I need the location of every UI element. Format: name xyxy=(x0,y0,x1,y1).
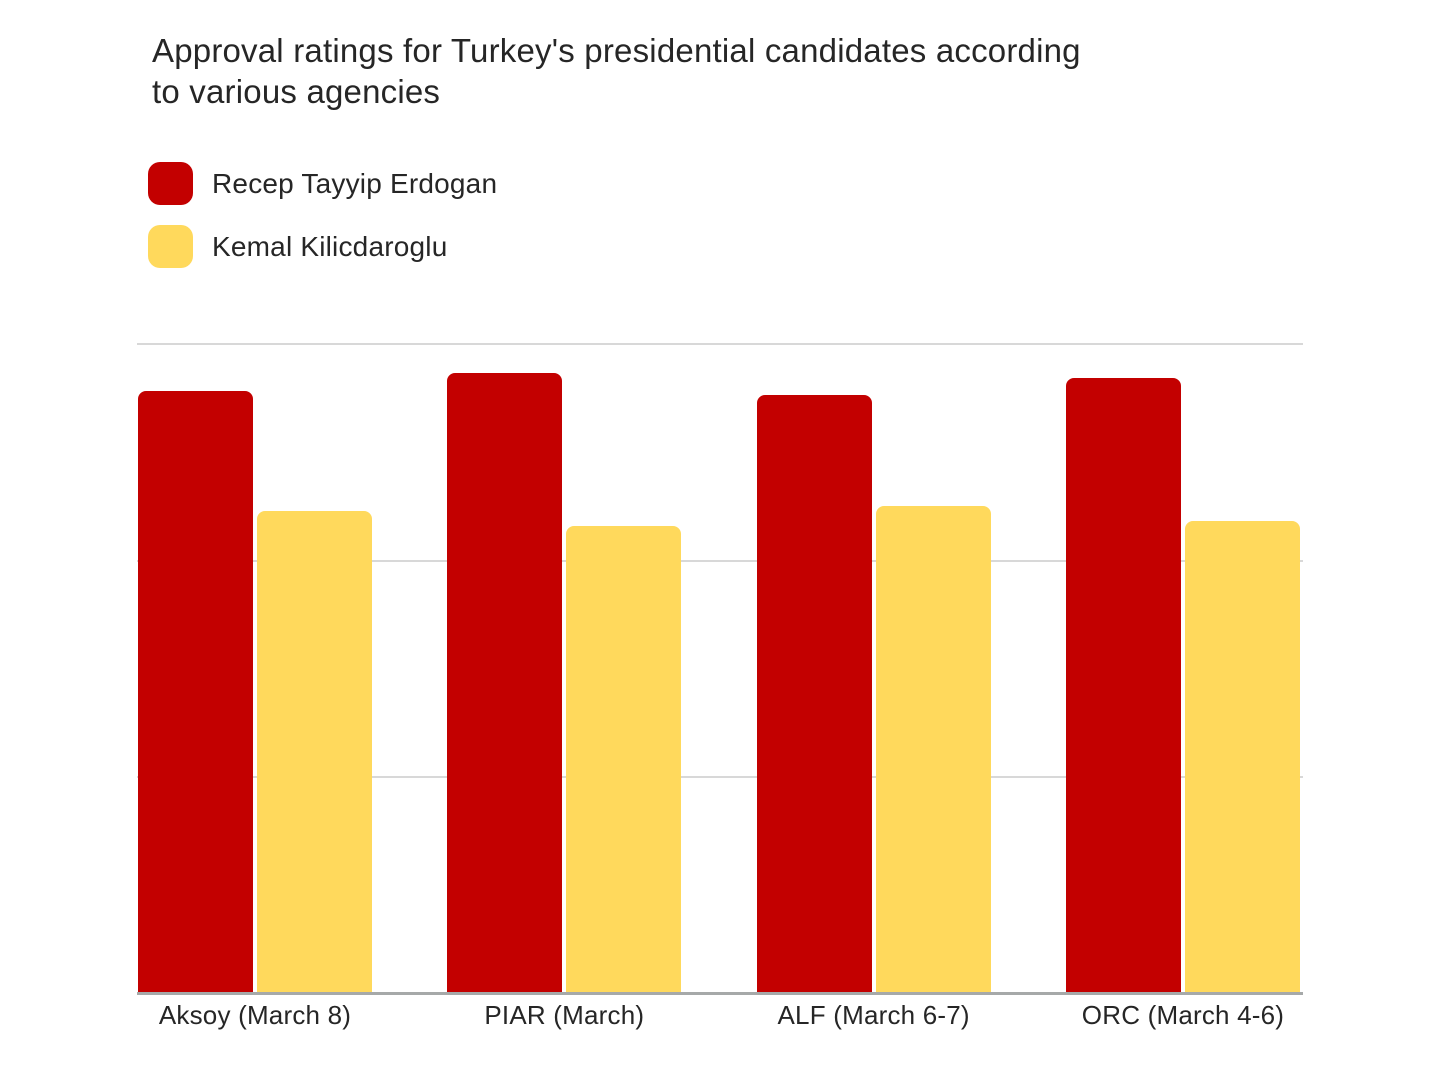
bar-erdogan-alf xyxy=(756,395,872,993)
legend-swatch-erdogan-icon xyxy=(148,162,193,205)
bar-kilicdaroglu-orc xyxy=(1184,520,1300,993)
bar-erdogan-aksoy xyxy=(138,390,253,993)
chart-title: Approval ratings for Turkey's presidenti… xyxy=(152,32,1081,110)
legend-item-erdogan: Recep Tayyip Erdogan xyxy=(148,162,497,205)
x-axis-label-aksoy: Aksoy (March 8) xyxy=(158,1000,352,1030)
legend-label-erdogan: Recep Tayyip Erdogan xyxy=(212,167,498,199)
legend-label-kilicdaroglu: Kemal Kilicdaroglu xyxy=(212,230,448,262)
bar-kilicdaroglu-piar xyxy=(566,526,682,993)
bar-kilicdaroglu-alf xyxy=(875,506,991,993)
plot-area xyxy=(137,343,1303,995)
x-axis-labels: Aksoy (March 8) PIAR (March) ALF (March … xyxy=(0,1000,1432,1040)
x-axis-line xyxy=(137,992,1303,995)
bar-erdogan-orc xyxy=(1065,377,1181,993)
legend-item-kilicdaroglu: Kemal Kilicdaroglu xyxy=(148,225,497,268)
legend-swatch-kilicdaroglu-icon xyxy=(148,225,193,268)
bar-kilicdaroglu-aksoy xyxy=(257,510,372,993)
legend: Recep Tayyip Erdogan Kemal Kilicdaroglu xyxy=(148,162,497,288)
x-axis-label-orc: ORC (March 4-6) xyxy=(1081,1000,1285,1030)
gridline-top xyxy=(137,343,1303,345)
x-axis-label-piar: PIAR (March) xyxy=(484,1000,645,1030)
bar-erdogan-piar xyxy=(447,373,563,993)
gridline-middle-lower xyxy=(137,775,1303,778)
gridline-middle-upper xyxy=(137,560,1303,563)
x-axis-label-alf: ALF (March 6-7) xyxy=(777,1000,970,1030)
